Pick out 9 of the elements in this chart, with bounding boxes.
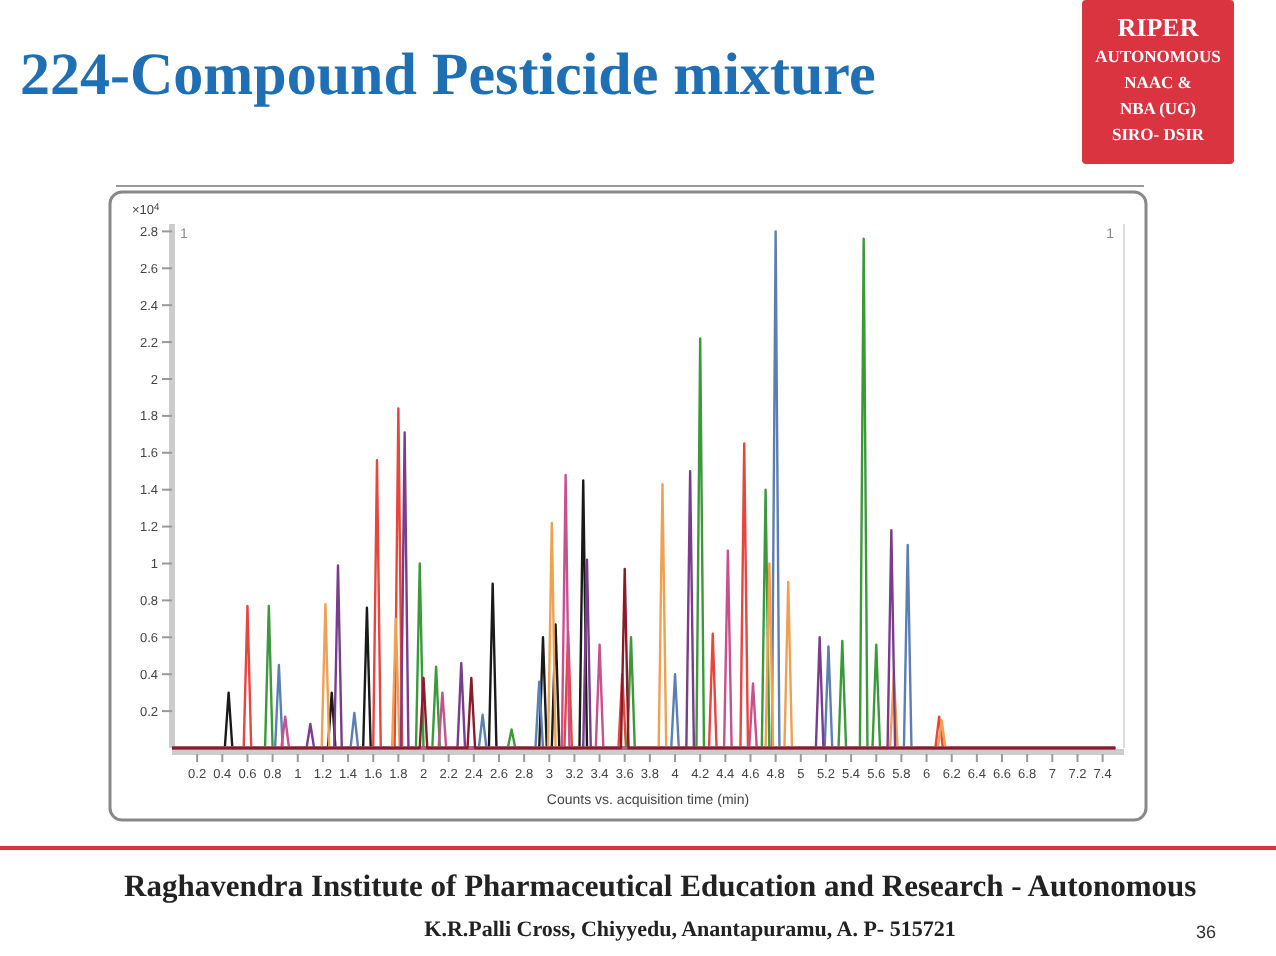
chart-title: 224-Compound Pesticide mixture [20,42,876,108]
text: NAAC & [1124,72,1192,92]
text: Raghavendra Institute of Pharmaceutical Education and Research - Autonomous [124,870,1197,904]
text: RIPER [1117,12,1200,42]
text: AUTONOMOUS [1095,46,1222,66]
text: K.R.Palli Cross, Chiyyedu, Anantapuramu, A. P- 515721 [424,918,956,942]
text: NBA (UG) [1119,98,1197,118]
text: 36 [1196,922,1217,942]
text: SIRO- DSIR [1111,124,1206,144]
